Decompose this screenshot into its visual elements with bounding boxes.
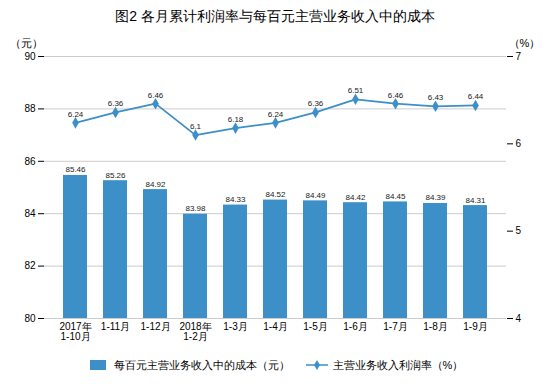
svg-text:1-6月: 1-6月 [343, 321, 367, 332]
svg-text:1-9月: 1-9月 [463, 321, 487, 332]
svg-text:6.1: 6.1 [190, 122, 202, 131]
svg-text:1-5月: 1-5月 [303, 321, 327, 332]
svg-text:1-4月: 1-4月 [263, 321, 287, 332]
svg-text:4: 4 [516, 313, 522, 324]
svg-text:（%）: （%） [509, 37, 541, 49]
svg-text:2018年1-2月: 2018年1-2月 [179, 321, 211, 342]
svg-text:1-3月: 1-3月 [223, 321, 247, 332]
svg-text:7: 7 [516, 51, 522, 62]
svg-text:1-7月: 1-7月 [383, 321, 407, 332]
svg-text:85.46: 85.46 [65, 165, 86, 174]
svg-text:85.26: 85.26 [105, 171, 126, 180]
svg-text:84.92: 84.92 [145, 180, 166, 189]
svg-text:88: 88 [24, 103, 36, 114]
svg-text:86: 86 [24, 156, 36, 167]
svg-text:84.33: 84.33 [225, 195, 246, 204]
svg-text:80: 80 [24, 313, 36, 324]
svg-text:84.45: 84.45 [385, 192, 406, 201]
svg-text:6.43: 6.43 [428, 93, 444, 102]
svg-text:6.51: 6.51 [348, 86, 364, 95]
html-text:图2 各月累计利润率与每百元主营业务收入中的成本: 图2 各月累计利润率与每百元主营业务收入中的成本 [115, 8, 435, 24]
svg-text:2017年1-10月: 2017年1-10月 [59, 321, 91, 342]
svg-text:1-8月: 1-8月 [423, 321, 447, 332]
svg-text:6.46: 6.46 [148, 91, 164, 100]
svg-text:1-12月: 1-12月 [140, 321, 170, 332]
svg-text:84.52: 84.52 [265, 190, 286, 199]
svg-text:6.46: 6.46 [388, 91, 404, 100]
svg-text:5: 5 [516, 225, 522, 236]
html-text:主营业务收入利润率（%）: 主营业务收入利润率（%） [332, 358, 464, 371]
svg-text:90: 90 [24, 51, 36, 62]
svg-text:（元）: （元） [10, 37, 43, 49]
svg-text:82: 82 [24, 260, 36, 271]
svg-text:6.24: 6.24 [268, 110, 284, 119]
svg-text:6.44: 6.44 [468, 92, 484, 101]
svg-text:6.18: 6.18 [228, 115, 244, 124]
svg-text:1-11月: 1-11月 [101, 321, 130, 332]
svg-text:84.31: 84.31 [465, 196, 486, 205]
svg-text:6.36: 6.36 [108, 99, 124, 108]
svg-text:83.98: 83.98 [185, 204, 206, 213]
svg-text:6: 6 [516, 138, 522, 149]
svg-text:84: 84 [24, 208, 36, 219]
svg-text:6.36: 6.36 [308, 99, 324, 108]
html-text:每百元主营业务收入中的成本（元）: 每百元主营业务收入中的成本（元） [113, 358, 290, 371]
svg-text:6.24: 6.24 [68, 110, 84, 119]
svg-text:84.39: 84.39 [425, 193, 446, 202]
svg-text:84.49: 84.49 [305, 191, 326, 200]
svg-text:84.42: 84.42 [345, 193, 366, 202]
